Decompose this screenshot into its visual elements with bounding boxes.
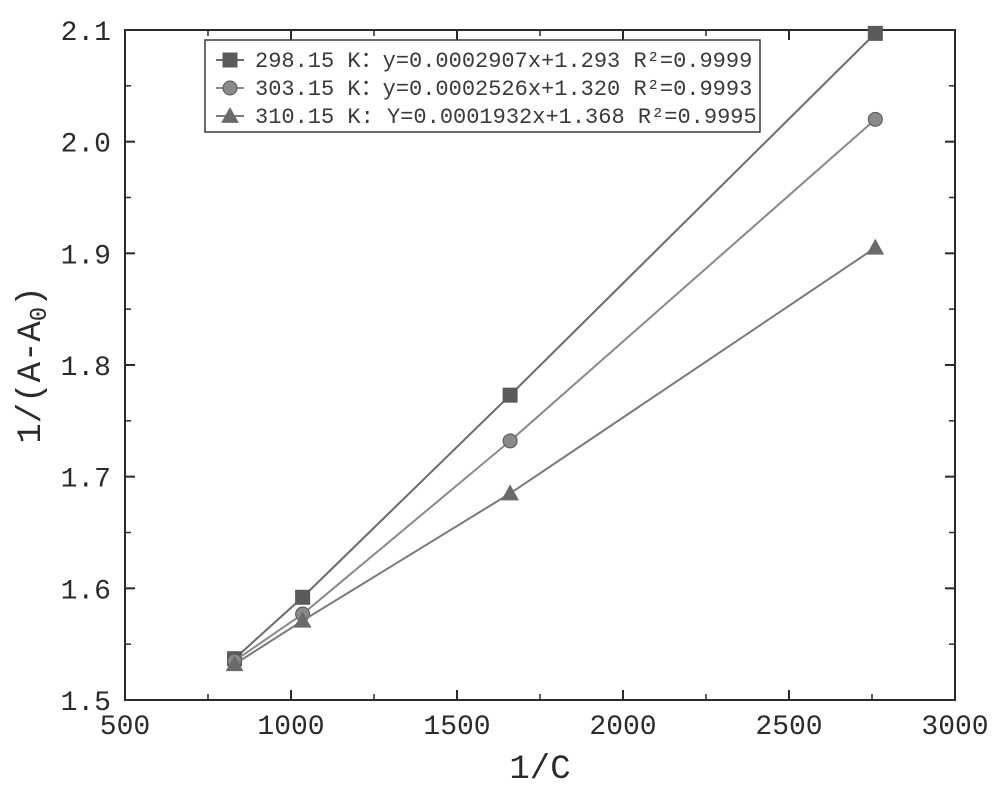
y-tick-label: 2.0	[61, 130, 111, 161]
legend: 298.15 K：y=0.0002907x+1.293 R²=0.9999 303…	[205, 40, 760, 132]
y-tick-label: 1.8	[61, 353, 111, 384]
marker-s298	[503, 388, 517, 402]
legend-label-s310: 310.15 K: Y=0.0001932x+1.368 R²=0.9995	[255, 105, 757, 130]
legend-label-s298: 298.15 K：y=0.0002907x+1.293 R²=0.9999	[255, 49, 752, 74]
y-tick-label: 2.1	[61, 18, 111, 49]
legend-marker-s298	[223, 53, 237, 67]
chart-container: 500100015002000250030001.51.61.71.81.92.…	[0, 0, 1000, 793]
x-tick-label: 1500	[423, 712, 490, 743]
y-tick-label: 1.7	[61, 465, 111, 496]
marker-s303	[503, 434, 517, 448]
x-tick-label: 3000	[921, 712, 988, 743]
x-tick-label: 2000	[589, 712, 656, 743]
marker-s298	[868, 26, 882, 40]
chart-svg: 500100015002000250030001.51.61.71.81.92.…	[0, 0, 1000, 793]
marker-s303	[868, 112, 882, 126]
y-tick-label: 1.9	[61, 241, 111, 272]
legend-label-s303: 303.15 K：y=0.0002526x+1.320 R²=0.9993	[255, 77, 752, 102]
marker-s298	[296, 590, 310, 604]
y-tick-label: 1.6	[61, 576, 111, 607]
x-tick-label: 1000	[257, 712, 324, 743]
x-axis-label: 1/C	[509, 751, 570, 789]
x-tick-label: 2500	[755, 712, 822, 743]
legend-marker-s303	[223, 81, 237, 95]
y-tick-label: 1.5	[61, 688, 111, 719]
